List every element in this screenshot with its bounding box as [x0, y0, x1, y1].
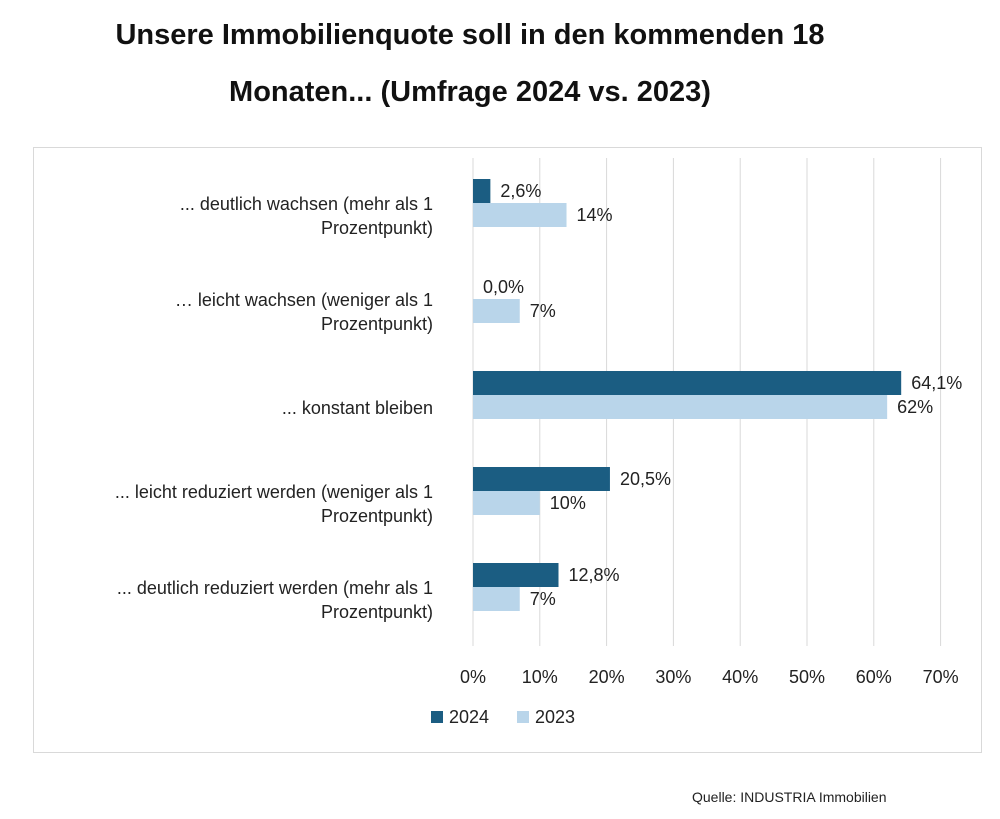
- x-tick-label: 10%: [522, 667, 558, 687]
- x-tick-label: 0%: [460, 667, 486, 687]
- data-label-2023: 14%: [577, 205, 613, 225]
- x-tick-label: 20%: [589, 667, 625, 687]
- legend-swatch-2024: [431, 711, 443, 723]
- bar-plot: 0% 10% 20% 30% 40% 50% 60% 70% 2,6% 14% 0,0% 7% 64,1…: [431, 158, 962, 727]
- bar-2024: [473, 467, 610, 491]
- chart-title-line-2: Monaten... (Umfrage 2024 vs. 2023): [229, 76, 711, 108]
- data-label-2024: 20,5%: [620, 469, 671, 489]
- data-label-2023: 62%: [897, 397, 933, 417]
- bar-2023: [473, 299, 520, 323]
- data-label-2024: 64,1%: [911, 373, 962, 393]
- legend-swatch-2023: [517, 711, 529, 723]
- x-tick-label: 40%: [722, 667, 758, 687]
- bar-2023: [473, 491, 540, 515]
- category-label-leicht-reduziert: ... leicht reduziert werden (weniger als…: [114, 482, 433, 526]
- data-label-2023: 10%: [550, 493, 586, 513]
- bar-2024: [473, 563, 559, 587]
- chart-title-line-1: Unsere Immobilienquote soll in den komme…: [115, 19, 825, 51]
- x-tick-label: 50%: [789, 667, 825, 687]
- bar-2024: [473, 179, 491, 203]
- bar-2024: [473, 371, 902, 395]
- x-tick-label: 60%: [856, 667, 892, 687]
- data-label-2024: 0,0%: [483, 277, 524, 297]
- category-label-deutlich-wachsen: ... deutlich wachsen (mehr als 1 Prozentp…: [179, 194, 433, 238]
- data-label-2023: 7%: [530, 589, 556, 609]
- category-label-leicht-wachsen: … leicht wachsen (weniger als 1 Prozentpu…: [174, 290, 433, 334]
- chart-area: ... deutlich wachsen (mehr als 1 Prozentp…: [33, 147, 982, 753]
- bar-2023: [473, 203, 567, 227]
- data-label-2023: 7%: [530, 301, 556, 321]
- source-note: Quelle: INDUSTRIA Immobilien: [692, 789, 887, 805]
- x-tick-label: 30%: [655, 667, 691, 687]
- data-label-2024: 2,6%: [500, 181, 541, 201]
- category-label-deutlich-reduziert: ... deutlich reduziert werden (mehr als …: [116, 578, 433, 622]
- bar-2023: [473, 395, 888, 419]
- legend-label-2024: 2024: [449, 707, 489, 727]
- bar-2023: [473, 587, 520, 611]
- legend-label-2023: 2023: [535, 707, 575, 727]
- category-label-konstant: ... konstant bleiben: [281, 398, 433, 418]
- x-tick-label: 70%: [923, 667, 959, 687]
- data-label-2024: 12,8%: [569, 565, 620, 585]
